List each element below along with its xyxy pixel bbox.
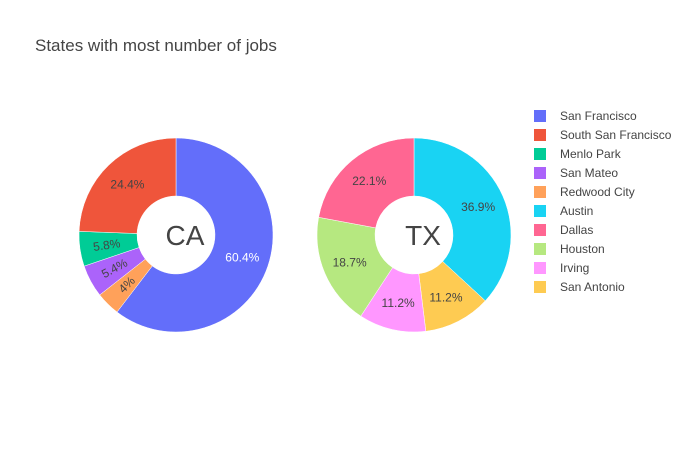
- slice-ca-san-francisco[interactable]: [116, 137, 274, 333]
- legend-label-houston: Houston: [560, 242, 605, 256]
- legend-item-menlo-park[interactable]: Menlo Park: [534, 147, 622, 161]
- legend-swatch-san-antonio: [534, 281, 546, 293]
- legend-label-dallas: Dallas: [560, 223, 593, 237]
- legend-item-san-francisco[interactable]: San Francisco: [534, 109, 637, 123]
- slice-label-tx-austin: 36.9%: [461, 200, 495, 214]
- legend-label-austin: Austin: [560, 204, 593, 218]
- legend-swatch-south-san-francisco: [534, 129, 546, 141]
- legend-item-dallas[interactable]: Dallas: [534, 223, 593, 237]
- slice-tx-houston[interactable]: [316, 216, 393, 317]
- legend-label-south-san-francisco: South San Francisco: [560, 128, 672, 142]
- slice-label-ca-south-san-francisco: 24.4%: [110, 178, 144, 192]
- legend-swatch-redwood-city: [534, 186, 546, 198]
- slice-label-tx-san-antonio: 11.2%: [429, 290, 462, 304]
- legend-swatch-houston: [534, 243, 546, 255]
- slice-label-ca-menlo-park: 5.8%: [92, 236, 121, 254]
- slice-tx-austin[interactable]: [413, 137, 512, 302]
- legend-item-south-san-francisco[interactable]: South San Francisco: [534, 128, 672, 142]
- legend-swatch-dallas: [534, 224, 546, 236]
- pies-group: 60.4%4%5.4%5.8%24.4%CA36.9%11.2%11.2%18.…: [78, 137, 512, 333]
- legend-item-san-mateo[interactable]: San Mateo: [534, 166, 618, 180]
- legend-label-irving: Irving: [560, 261, 589, 275]
- legend-label-redwood-city: Redwood City: [560, 185, 635, 199]
- center-label-tx: TX: [405, 220, 441, 251]
- pie-ca: 60.4%4%5.4%5.8%24.4%CA: [78, 137, 274, 333]
- center-label-ca: CA: [166, 220, 205, 251]
- legend-label-san-mateo: San Mateo: [560, 166, 618, 180]
- chart-title: States with most number of jobs: [35, 36, 277, 55]
- slice-label-ca-san-francisco: 60.4%: [225, 250, 259, 264]
- slice-tx-dallas[interactable]: [318, 137, 415, 229]
- legend-swatch-menlo-park: [534, 148, 546, 160]
- legend-label-san-francisco: San Francisco: [560, 109, 637, 123]
- legend-item-san-antonio[interactable]: San Antonio: [534, 280, 625, 294]
- legend-swatch-irving: [534, 262, 546, 274]
- slice-ca-south-san-francisco[interactable]: [78, 137, 177, 234]
- legend-item-austin[interactable]: Austin: [534, 204, 593, 218]
- slice-label-tx-houston: 18.7%: [333, 255, 367, 269]
- legend-swatch-san-mateo: [534, 167, 546, 179]
- legend-item-irving[interactable]: Irving: [534, 261, 589, 275]
- legend-swatch-austin: [534, 205, 546, 217]
- legend-label-san-antonio: San Antonio: [560, 280, 625, 294]
- legend-item-houston[interactable]: Houston: [534, 242, 605, 256]
- legend-swatch-san-francisco: [534, 110, 546, 122]
- pie-tx: 36.9% 11.2% 11.2% 18.7% 22.1% TX: [316, 137, 512, 333]
- legend-item-redwood-city[interactable]: Redwood City: [534, 185, 635, 199]
- legend-label-menlo-park: Menlo Park: [560, 147, 622, 161]
- legend: San Francisco South San Francisco Menlo Pa…: [534, 109, 672, 294]
- slice-label-tx-irving: 11.2%: [382, 296, 415, 310]
- slice-label-tx-dallas: 22.1%: [352, 174, 386, 188]
